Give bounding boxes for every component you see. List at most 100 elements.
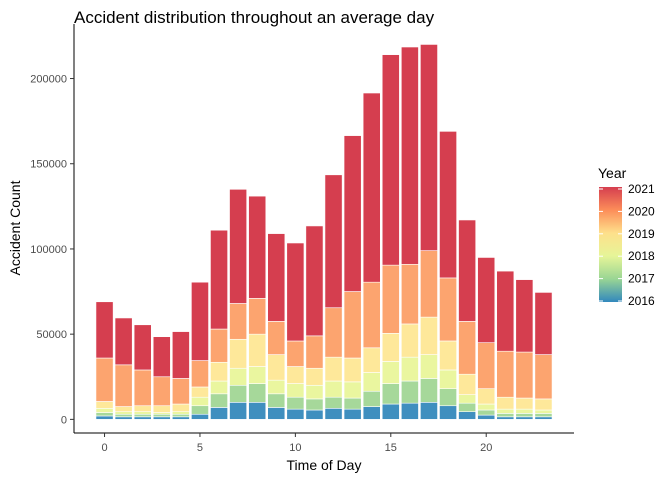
bar-hour-2-year-2017 xyxy=(133,413,152,418)
bar-hour-7-year-2021 xyxy=(229,189,248,304)
bar-hour-8-year-2019 xyxy=(248,333,267,367)
bar-hour-17-year-2017 xyxy=(420,378,438,403)
bar-hour-9-year-2016 xyxy=(267,407,286,420)
bar-hour-17-year-2016 xyxy=(420,402,438,420)
bar-hour-23-year-2018 xyxy=(534,409,553,414)
bar-hour-23-year-2019 xyxy=(534,398,553,411)
bar-hour-19-year-2020 xyxy=(458,321,477,375)
bar-hour-7-year-2017 xyxy=(229,384,248,403)
bar-hour-18-year-2021 xyxy=(439,131,457,279)
bar-hour-12-year-2016 xyxy=(324,407,343,420)
bar-hour-8-year-2017 xyxy=(248,383,267,403)
bar-hour-15-year-2017 xyxy=(381,383,400,405)
bar-hour-16-year-2018 xyxy=(400,356,419,382)
bar-hour-19-year-2019 xyxy=(458,373,477,395)
bar-hour-11-year-2020 xyxy=(305,335,324,369)
bar-hour-20-year-2017 xyxy=(477,409,496,416)
bar-hour-4-year-2019 xyxy=(171,403,190,412)
bar-hour-0-year-2017 xyxy=(95,412,114,417)
bar-hour-22-year-2017 xyxy=(515,413,534,418)
bar-hour-18-year-2020 xyxy=(439,277,457,342)
bar-hour-11-year-2018 xyxy=(305,384,324,400)
bar-hour-14-year-2018 xyxy=(362,372,381,392)
bar-hour-20-year-2021 xyxy=(477,257,496,343)
bar-hour-18-year-2017 xyxy=(439,388,457,407)
bar-hour-6-year-2017 xyxy=(210,393,228,408)
y-tick-label: 200000 xyxy=(30,74,67,86)
bar-hour-6-year-2019 xyxy=(210,361,228,382)
bar-hour-5-year-2019 xyxy=(191,386,209,398)
bar-hour-14-year-2021 xyxy=(362,92,381,283)
bar-hour-23-year-2017 xyxy=(534,413,553,418)
bar-hour-22-year-2021 xyxy=(515,279,534,353)
bar-hour-5-year-2017 xyxy=(191,405,209,415)
bar-hour-19-year-2018 xyxy=(458,394,477,404)
bar-hour-5-year-2020 xyxy=(191,360,209,388)
bar-hour-10-year-2018 xyxy=(286,383,305,398)
bar-hour-4-year-2018 xyxy=(171,411,190,415)
bar-hour-12-year-2018 xyxy=(324,380,343,398)
bar-hour-12-year-2017 xyxy=(324,396,343,409)
bar-hour-23-year-2020 xyxy=(534,354,553,400)
bar-hour-23-year-2021 xyxy=(534,292,553,355)
bar-hour-13-year-2018 xyxy=(343,381,362,399)
bar-hour-0-year-2016 xyxy=(95,415,114,420)
bar-hour-0-year-2018 xyxy=(95,407,114,413)
bar-hour-16-year-2021 xyxy=(400,46,419,265)
bar-hour-10-year-2016 xyxy=(286,408,305,420)
bar-hour-12-year-2021 xyxy=(324,174,343,309)
bar-hour-8-year-2016 xyxy=(248,402,267,420)
legend-label: 2020 xyxy=(628,204,655,218)
bar-hour-0-year-2021 xyxy=(95,301,114,359)
legend: Year 2021 2020 2019 2018 2017 2016 xyxy=(598,165,655,308)
bar-hour-21-year-2018 xyxy=(496,408,515,414)
bar-hour-21-year-2020 xyxy=(496,350,515,398)
bar-hour-13-year-2019 xyxy=(343,357,362,383)
bar-hour-1-year-2018 xyxy=(114,411,133,415)
bar-hour-16-year-2019 xyxy=(400,323,419,358)
bar-hour-3-year-2019 xyxy=(152,405,171,413)
legend-label: 2019 xyxy=(628,227,655,241)
bar-hour-20-year-2016 xyxy=(477,414,496,420)
y-tick-label: 50000 xyxy=(36,329,67,341)
y-tick-label: 100000 xyxy=(30,244,67,256)
bar-hour-5-year-2021 xyxy=(191,281,209,361)
bar-hour-10-year-2020 xyxy=(286,340,305,367)
bar-hour-12-year-2019 xyxy=(324,356,343,382)
y-tick-label: 150000 xyxy=(30,159,67,171)
bar-hour-11-year-2016 xyxy=(305,409,324,420)
legend-colorbar xyxy=(599,187,622,302)
bar-hour-7-year-2019 xyxy=(229,338,248,369)
x-tick-label: 15 xyxy=(385,442,397,454)
bar-hour-2-year-2021 xyxy=(133,324,152,371)
bar-hour-10-year-2021 xyxy=(286,242,305,342)
bar-hour-8-year-2018 xyxy=(248,366,267,384)
x-axis-title: Time of Day xyxy=(287,457,362,473)
bar-hour-10-year-2019 xyxy=(286,366,305,384)
bar-hour-13-year-2016 xyxy=(343,408,362,420)
bar-hour-3-year-2017 xyxy=(152,413,171,418)
bar-hour-20-year-2019 xyxy=(477,388,496,405)
bar-hour-19-year-2016 xyxy=(458,411,477,420)
bar-hour-18-year-2016 xyxy=(439,405,457,420)
bar-hour-9-year-2018 xyxy=(267,379,286,395)
bar-hour-3-year-2016 xyxy=(152,416,171,420)
bar-hour-23-year-2016 xyxy=(534,416,553,420)
bar-hour-0-year-2020 xyxy=(95,357,114,402)
bar-hour-3-year-2020 xyxy=(152,376,171,407)
x-tick-label: 20 xyxy=(480,442,492,454)
y-axis-ticks: 0 50000 100000 150000 200000 xyxy=(30,74,74,426)
bar-hour-12-year-2020 xyxy=(324,307,343,358)
bar-hour-6-year-2018 xyxy=(210,380,228,395)
bar-hour-2-year-2019 xyxy=(133,405,152,412)
bar-hour-1-year-2017 xyxy=(114,413,133,418)
legend-label: 2016 xyxy=(628,294,655,308)
bar-hour-15-year-2021 xyxy=(381,54,400,266)
bar-hour-1-year-2021 xyxy=(114,317,133,366)
bar-hour-21-year-2021 xyxy=(496,270,515,352)
bar-hour-2-year-2020 xyxy=(133,369,152,407)
bar-hour-20-year-2018 xyxy=(477,403,496,411)
bar-hour-15-year-2016 xyxy=(381,403,400,420)
bar-hour-11-year-2017 xyxy=(305,398,324,411)
